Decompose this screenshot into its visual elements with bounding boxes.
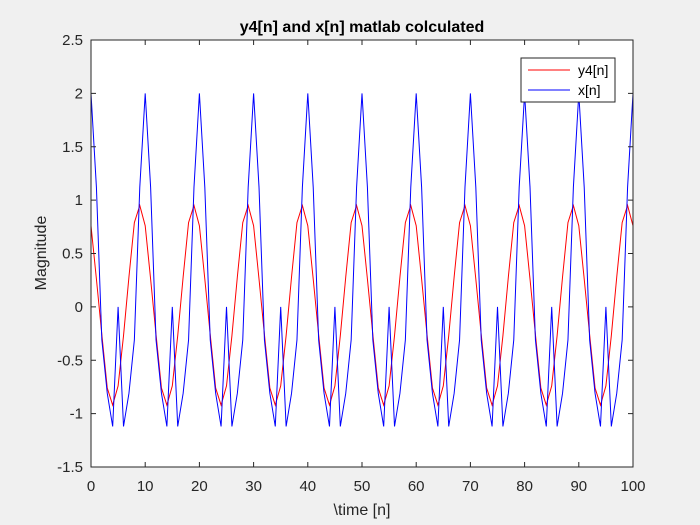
x-tick-label: 100 bbox=[620, 478, 645, 495]
y-tick-label: 0.5 bbox=[62, 246, 83, 263]
y-axis: -1.5 -1 -0.5 0 0.5 1 1.5 2 2.5 bbox=[57, 32, 633, 476]
legend: y4[n] x[n] bbox=[520, 57, 616, 103]
y-tick-label: -1 bbox=[70, 406, 83, 423]
legend-box bbox=[520, 57, 616, 103]
x-tick-label: 0 bbox=[87, 478, 95, 495]
y-tick-label: 2 bbox=[75, 85, 83, 102]
series-line-y4 bbox=[91, 203, 633, 407]
legend-label-y4: y4[n] bbox=[578, 62, 608, 78]
y-axis-label: Magnitude bbox=[33, 216, 50, 291]
x-axis-label: \time [n] bbox=[334, 502, 391, 519]
x-tick-label: 70 bbox=[462, 478, 479, 495]
series-line-x bbox=[91, 93, 633, 427]
x-tick-label: 90 bbox=[570, 478, 587, 495]
x-tick-label: 10 bbox=[137, 478, 154, 495]
x-tick-label: 80 bbox=[516, 478, 533, 495]
legend-label-x: x[n] bbox=[578, 82, 601, 98]
x-tick-label: 20 bbox=[191, 478, 208, 495]
y-tick-label: -0.5 bbox=[57, 352, 83, 369]
x-tick-label: 40 bbox=[299, 478, 316, 495]
x-tick-label: 60 bbox=[408, 478, 425, 495]
y-tick-label: 0 bbox=[75, 299, 83, 316]
plot-area bbox=[91, 40, 633, 467]
x-axis: 0 10 20 30 40 50 60 70 80 90 100 bbox=[87, 40, 646, 495]
y-tick-label: 1.5 bbox=[62, 139, 83, 156]
x-tick-label: 30 bbox=[245, 478, 262, 495]
chart-title: y4[n] and x[n] matlab colculated bbox=[240, 19, 484, 36]
x-tick-label: 50 bbox=[354, 478, 371, 495]
y-tick-label: 1 bbox=[75, 192, 83, 209]
series-layer bbox=[91, 93, 633, 427]
y-tick-label: 2.5 bbox=[62, 32, 83, 49]
y-tick-label: -1.5 bbox=[57, 459, 83, 476]
